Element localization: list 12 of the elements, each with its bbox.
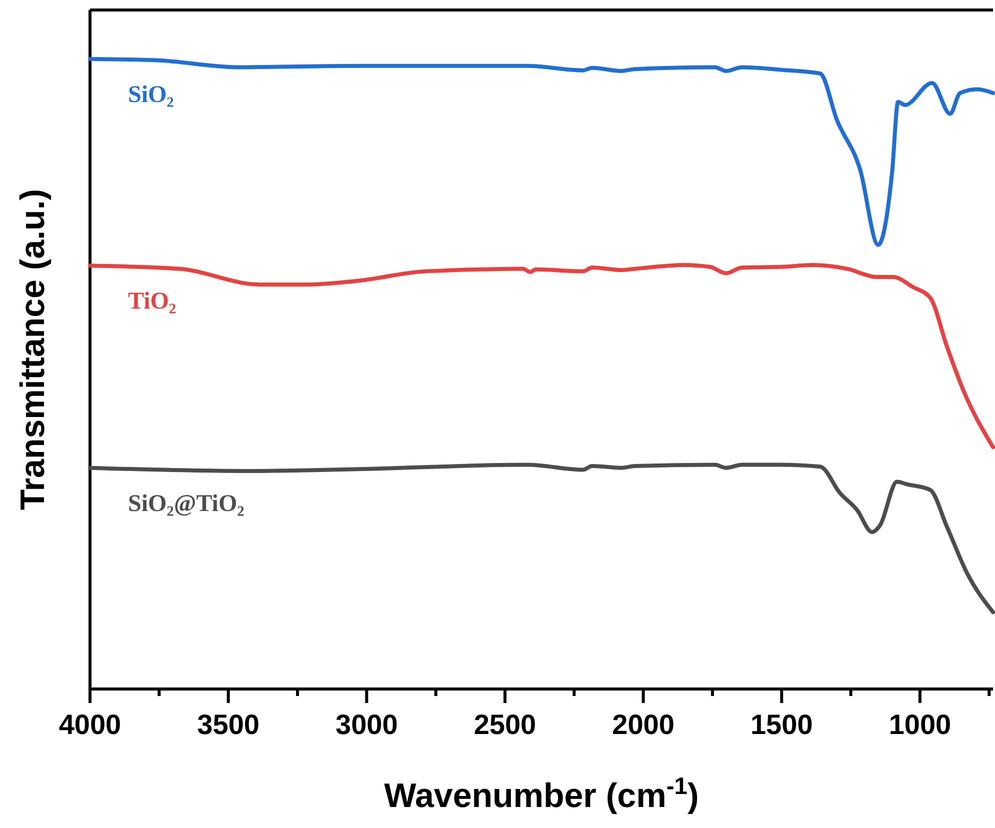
x-tick-label: 1500	[750, 709, 813, 740]
x-tick-label: 1000	[888, 709, 952, 740]
series-label: TiO₂	[128, 288, 176, 315]
series-label: SiO₂@TiO₂	[128, 490, 244, 517]
x-tick-label: 2500	[474, 709, 536, 740]
y-axis-title: Transmittance (a.u.)	[14, 188, 52, 510]
x-tick-label: 4000	[58, 709, 122, 740]
x-tick-label: 3500	[197, 709, 260, 740]
x-tick-label: 2000	[612, 709, 674, 740]
x-axis-title: Wavenumber (cm$^{-1}$)	[384, 772, 699, 815]
series-label: SiO₂	[128, 82, 174, 108]
x-tick-label: 3000	[336, 709, 398, 740]
